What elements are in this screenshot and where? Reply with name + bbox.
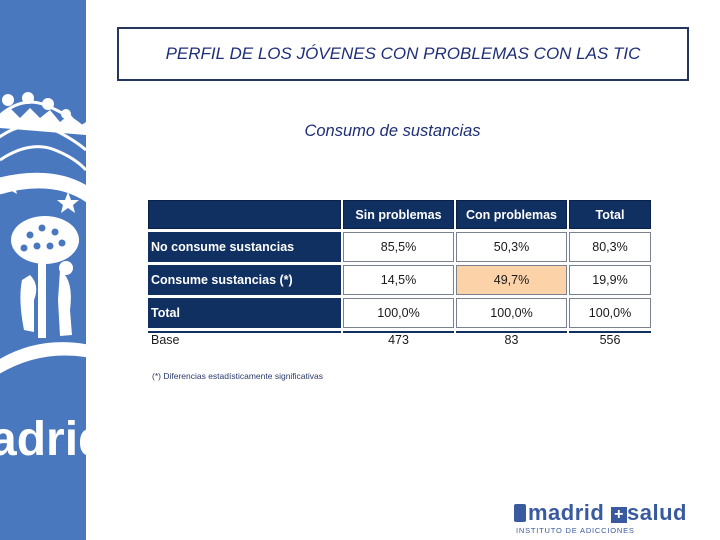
row-label: No consume sustancias [148, 232, 341, 262]
table-cell: 100,0% [343, 298, 454, 328]
highlighted-cell: 49,7% [456, 265, 567, 295]
table-cell: 14,5% [343, 265, 454, 295]
logo-wordmark: madrid + salud [514, 500, 687, 526]
crown-icon [514, 504, 526, 522]
table-cell: 19,9% [569, 265, 651, 295]
column-header: Total [569, 200, 651, 229]
column-header: Sin problemas [343, 200, 454, 229]
table-cell: 100,0% [456, 298, 567, 328]
row-label: Total [148, 298, 341, 328]
column-header: Con problemas [456, 200, 567, 229]
page-title: PERFIL DE LOS JÓVENES CON PROBLEMAS CON … [165, 44, 641, 63]
table-row: Total 100,0% 100,0% 100,0% [148, 298, 651, 328]
side-band-text: adrid [0, 413, 86, 466]
plus-icon: + [610, 507, 627, 523]
base-value: 556 [569, 331, 651, 347]
table-cell: 85,5% [343, 232, 454, 262]
madrid-emblem-icon: adrid [0, 92, 86, 466]
base-row: Base 473 83 556 [148, 331, 651, 347]
data-table: Sin problemas Con problemas Total No con… [146, 197, 653, 350]
table-cell: 80,3% [569, 232, 651, 262]
title-box: PERFIL DE LOS JÓVENES CON PROBLEMAS CON … [117, 27, 689, 81]
row-label: Consume sustancias (*) [148, 265, 341, 295]
table-header-row: Sin problemas Con problemas Total [148, 200, 651, 229]
base-value: 83 [456, 331, 567, 347]
table-cell: 100,0% [569, 298, 651, 328]
table-cell: 50,3% [456, 232, 567, 262]
table-row: No consume sustancias 85,5% 50,3% 80,3% [148, 232, 651, 262]
madrid-emblem-band: adrid [0, 0, 86, 540]
logo-brand-right: salud [626, 500, 687, 525]
slide-subtitle: Consumo de sustancias [304, 122, 481, 140]
base-label: Base [148, 331, 341, 347]
logo-brand-left: madrid [528, 500, 605, 525]
footnote: (*) Diferencias estadísticamente signifi… [152, 371, 324, 381]
table-row: Consume sustancias (*) 14,5% 49,7% 19,9% [148, 265, 651, 295]
madrid-salud-logo: madrid + salud INSTITUTO DE ADICCIONES [514, 500, 714, 538]
table-header-corner [148, 200, 341, 229]
base-value: 473 [343, 331, 454, 347]
logo-subtitle: INSTITUTO DE ADICCIONES [516, 526, 635, 535]
